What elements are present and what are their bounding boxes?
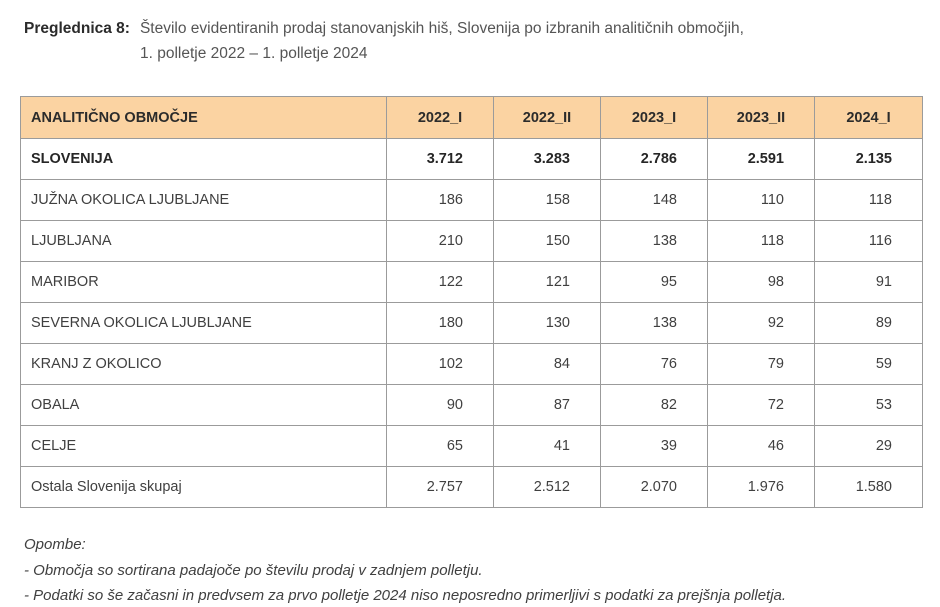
sales-table: ANALITIČNO OBMOČJE 2022_I 2022_II 2023_I…	[20, 96, 923, 508]
value-cell: 2.786	[600, 138, 708, 180]
table-title-label: Preglednica 8:	[24, 20, 130, 37]
value-cell: 186	[386, 179, 494, 221]
value-cell: 41	[493, 425, 601, 467]
region-cell: SEVERNA OKOLICA LJUBLJANE	[20, 302, 387, 344]
note-item: - Območja so sortirana padajoče po števi…	[24, 561, 483, 579]
value-cell: 2.512	[493, 466, 601, 508]
value-cell: 79	[707, 343, 815, 385]
value-cell: 95	[600, 261, 708, 303]
value-cell: 92	[707, 302, 815, 344]
column-header-2023-1: 2023_I	[600, 96, 708, 139]
region-cell: MARIBOR	[20, 261, 387, 303]
value-cell: 59	[814, 343, 923, 385]
value-cell: 3.712	[386, 138, 494, 180]
region-cell: OBALA	[20, 384, 387, 426]
value-cell: 150	[493, 220, 601, 262]
table-row: Ostala Slovenija skupaj 2.757 2.512 2.07…	[20, 466, 923, 508]
value-cell: 118	[707, 220, 815, 262]
value-cell: 116	[814, 220, 923, 262]
column-header-2022-1: 2022_I	[386, 96, 494, 139]
table-row: SEVERNA OKOLICA LJUBLJANE 180 130 138 92…	[20, 302, 923, 344]
region-cell: Ostala Slovenija skupaj	[20, 466, 387, 508]
value-cell: 102	[386, 343, 494, 385]
value-cell: 122	[386, 261, 494, 303]
column-header-region: ANALITIČNO OBMOČJE	[20, 96, 387, 139]
value-cell: 3.283	[493, 138, 601, 180]
value-cell: 121	[493, 261, 601, 303]
column-header-2022-2: 2022_II	[493, 96, 601, 139]
table-title-line1: Število evidentiranih prodaj stanovanjsk…	[139, 20, 744, 37]
value-cell: 118	[814, 179, 923, 221]
header-row: ANALITIČNO OBMOČJE 2022_I 2022_II 2023_I…	[20, 96, 923, 139]
table-row: LJUBLJANA 210 150 138 118 116	[20, 220, 923, 262]
value-cell: 65	[386, 425, 494, 467]
value-cell: 180	[386, 302, 494, 344]
value-cell: 2.070	[600, 466, 708, 508]
value-cell: 87	[493, 384, 601, 426]
note-item: - Podatki so še začasni in predvsem za p…	[24, 587, 787, 604]
value-cell: 138	[600, 302, 708, 344]
table-row: SLOVENIJA 3.712 3.283 2.786 2.591 2.135	[20, 138, 923, 180]
region-cell: CELJE	[20, 425, 387, 467]
table-row: JUŽNA OKOLICA LJUBLJANE 186 158 148 110 …	[20, 179, 923, 221]
notes-heading: Opombe:	[24, 536, 86, 553]
value-cell: 2.135	[814, 138, 923, 180]
value-cell: 46	[707, 425, 815, 467]
value-cell: 76	[600, 343, 708, 385]
value-cell: 89	[814, 302, 923, 344]
notes: Opombe: - Območja so sortirana padajoče …	[24, 532, 920, 607]
value-cell: 130	[493, 302, 601, 344]
table-row: CELJE 65 41 39 46 29	[20, 425, 923, 467]
column-header-2024-1: 2024_I	[814, 96, 923, 139]
table-row: OBALA 90 87 82 72 53	[20, 384, 923, 426]
column-header-2023-2: 2023_II	[707, 96, 815, 139]
value-cell: 29	[814, 425, 923, 467]
table-title-line2: 1. polletje 2022 – 1. polletje 2024	[139, 45, 368, 62]
region-cell: LJUBLJANA	[20, 220, 387, 262]
region-cell: KRANJ Z OKOLICO	[20, 343, 387, 385]
value-cell: 158	[493, 179, 601, 221]
value-cell: 210	[386, 220, 494, 262]
value-cell: 53	[814, 384, 923, 426]
value-cell: 1.580	[814, 466, 923, 508]
table-title: Preglednica 8: Število evidentiranih pro…	[24, 16, 920, 66]
value-cell: 39	[600, 425, 708, 467]
value-cell: 98	[707, 261, 815, 303]
value-cell: 91	[814, 261, 923, 303]
value-cell: 90	[386, 384, 494, 426]
value-cell: 1.976	[707, 466, 815, 508]
value-cell: 138	[600, 220, 708, 262]
table-row: KRANJ Z OKOLICO 102 84 76 79 59	[20, 343, 923, 385]
value-cell: 148	[600, 179, 708, 221]
table-row: MARIBOR 122 121 95 98 91	[20, 261, 923, 303]
table-title-text: Število evidentiranih prodaj stanovanjsk…	[140, 16, 744, 66]
value-cell: 72	[707, 384, 815, 426]
region-cell: JUŽNA OKOLICA LJUBLJANE	[20, 179, 387, 221]
value-cell: 110	[707, 179, 815, 221]
value-cell: 82	[600, 384, 708, 426]
value-cell: 2.591	[707, 138, 815, 180]
value-cell: 84	[493, 343, 601, 385]
region-cell: SLOVENIJA	[20, 138, 387, 180]
value-cell: 2.757	[386, 466, 494, 508]
